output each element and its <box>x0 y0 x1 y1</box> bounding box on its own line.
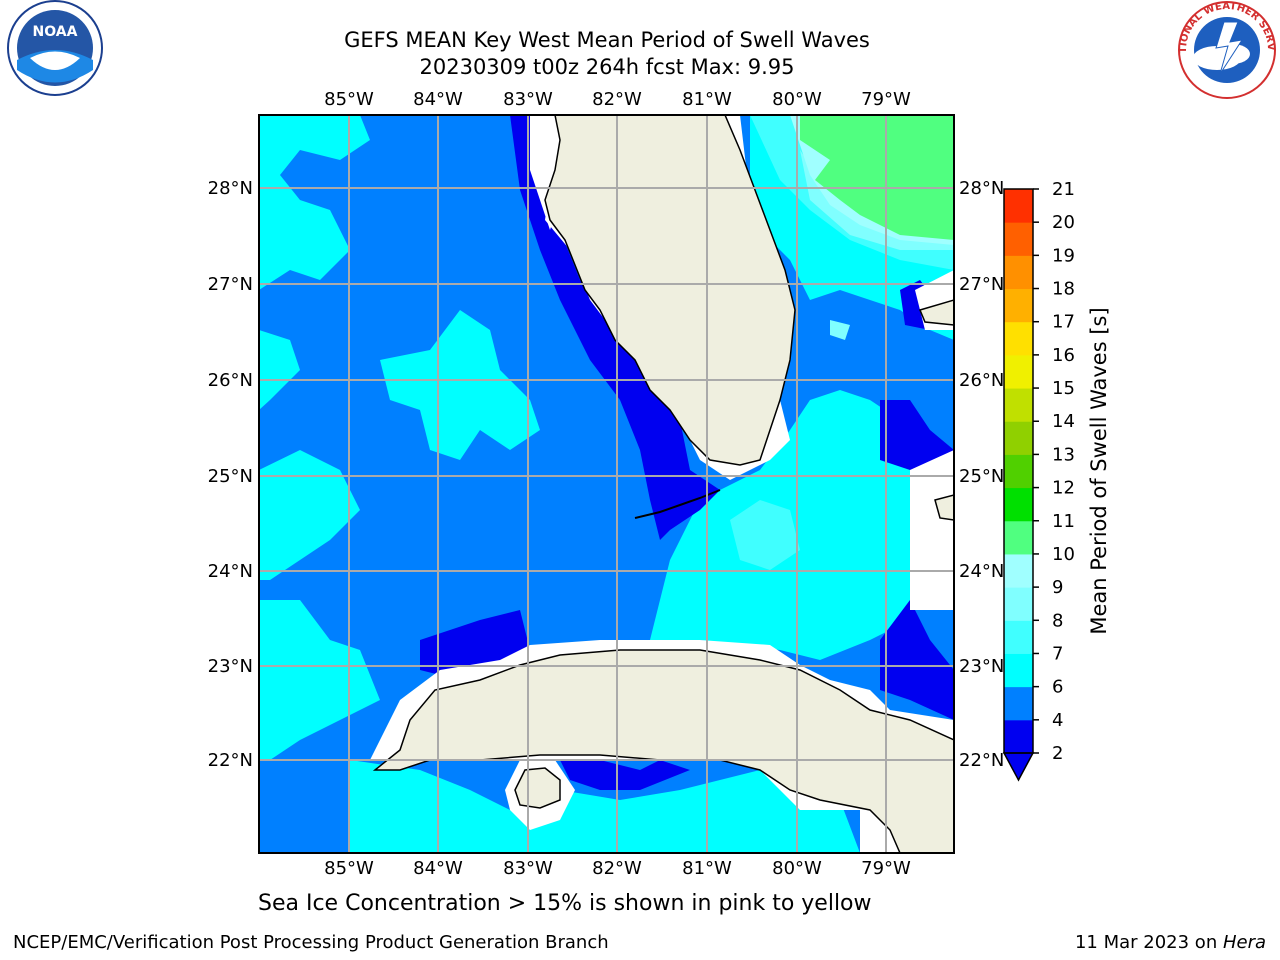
colorbar-tick-label: 19 <box>1052 245 1075 266</box>
lon-label-top: 80°W <box>772 89 822 110</box>
field-0-2-southeast <box>880 400 954 470</box>
colorbar-segment <box>1004 487 1033 522</box>
lat-label-right: 25°N <box>959 466 1004 487</box>
andros-land <box>934 494 954 521</box>
field-4-6-south-west-lower <box>259 600 380 760</box>
footer-credit: NCEP/EMC/Verification Post Processing Pr… <box>13 932 609 953</box>
colorbar-tick-label: 9 <box>1052 577 1063 598</box>
lon-label-top: 82°W <box>592 89 642 110</box>
nws-logo: NATIONAL WEATHER SERVICE <box>1172 0 1276 99</box>
colorbar-tick-label: 21 <box>1052 179 1075 200</box>
lat-label-left: 24°N <box>208 561 253 582</box>
colorbar-segment <box>1004 620 1033 654</box>
florida-land <box>544 115 796 466</box>
colorbar-tick-label: 8 <box>1052 610 1063 631</box>
colorbar-tick-label: 7 <box>1052 643 1063 664</box>
lon-label-top: 81°W <box>682 89 732 110</box>
colorbar-extend-triangle <box>1002 752 1035 782</box>
colorbar-label: Mean Period of Swell Waves [s] <box>1087 307 1111 634</box>
colorbar-segment <box>1004 255 1033 290</box>
lon-label-bottom: 80°W <box>772 858 822 879</box>
colorbar-tick-label: 11 <box>1052 511 1075 532</box>
colorbar-segment <box>1004 454 1033 489</box>
lat-label-left: 22°N <box>208 750 253 771</box>
colorbar-tick-label: 15 <box>1052 378 1075 399</box>
lat-label-right: 26°N <box>959 370 1004 391</box>
footer-date: 11 Mar 2023 on Hera <box>1075 932 1266 953</box>
lat-label-left: 26°N <box>208 370 253 391</box>
colorbar-segment <box>1004 520 1033 555</box>
colorbar-tick-label: 20 <box>1052 212 1075 233</box>
sea-ice-note: Sea Ice Concentration > 15% is shown in … <box>258 891 872 916</box>
nodata-east-islands <box>910 450 954 610</box>
colorbar-tick-label: 6 <box>1052 677 1063 698</box>
colorbar-tick-label: 4 <box>1052 710 1063 731</box>
lat-label-left: 28°N <box>208 178 253 199</box>
lon-label-top: 84°W <box>413 89 463 110</box>
field-6-7-east <box>730 500 800 570</box>
contour-fields <box>259 115 954 853</box>
colorbar-segment <box>1004 686 1033 721</box>
colorbar-segment <box>1004 189 1033 223</box>
lat-label-right: 22°N <box>959 750 1004 771</box>
colorbar-segment <box>1004 354 1033 389</box>
bahamas-land <box>918 299 954 326</box>
colorbar: 2 4 6 7 8 9 10 11 12 13 14 15 16 17 18 19 20 21 <box>1002 179 1075 782</box>
colorbar-segment <box>1004 288 1033 323</box>
colorbar-frame <box>1003 188 1034 754</box>
lat-label-left: 23°N <box>208 656 253 677</box>
colorbar-segment <box>1004 388 1033 422</box>
colorbar-tick-label: 10 <box>1052 544 1075 565</box>
field-4-6-northwest <box>259 115 370 290</box>
lon-label-bottom: 79°W <box>861 858 911 879</box>
colorbar-tick-label: 13 <box>1052 444 1075 465</box>
lon-label-bottom: 83°W <box>503 858 553 879</box>
colorbar-segment <box>1004 553 1033 588</box>
lon-label-bottom: 84°W <box>413 858 463 879</box>
lat-label-left: 25°N <box>208 466 253 487</box>
noaa-logo-text: NOAA <box>33 24 78 40</box>
colorbar-tick-label: 16 <box>1052 345 1075 366</box>
lat-label-right: 27°N <box>959 274 1004 295</box>
map-frame <box>258 114 955 854</box>
colorbar-segment <box>1004 653 1033 688</box>
colorbar-segment <box>1004 587 1033 621</box>
lon-label-top: 83°W <box>503 89 553 110</box>
lon-label-bottom: 85°W <box>324 858 374 879</box>
chart-subtitle: 20230309 t00z 264h fcst Max: 9.95 <box>419 55 795 79</box>
colorbar-tick-label: 14 <box>1052 411 1075 432</box>
colorbar-tick-label: 17 <box>1052 312 1075 333</box>
chart-title: GEFS MEAN Key West Mean Period of Swell … <box>344 28 870 52</box>
lon-label-top: 85°W <box>324 89 374 110</box>
colorbar-segment <box>1004 321 1033 356</box>
field-7-8-east-pocket <box>830 320 850 340</box>
field-4-6-southwest <box>259 450 360 580</box>
field-4-6-south <box>350 760 860 853</box>
noaa-logo: NOAA <box>7 0 103 96</box>
field-0-2-east <box>880 600 954 720</box>
colorbar-segment <box>1004 719 1033 754</box>
lon-label-bottom: 81°W <box>682 858 732 879</box>
lat-label-right: 28°N <box>959 178 1004 199</box>
footer-host: Hera <box>1222 932 1266 953</box>
lat-label-right: 23°N <box>959 656 1004 677</box>
cuba-land <box>372 649 954 853</box>
colorbar-tick-label: 2 <box>1052 743 1063 764</box>
colorbar-tick-label: 12 <box>1052 478 1075 499</box>
lat-label-left: 27°N <box>208 274 253 295</box>
colorbar-tick-label: 18 <box>1052 279 1075 300</box>
lon-label-top: 79°W <box>861 89 911 110</box>
graticule <box>259 115 954 853</box>
field-9-10-northeast <box>800 115 954 240</box>
field-4-6-west <box>259 330 300 410</box>
field-4-6-center <box>380 310 540 460</box>
lat-label-right: 24°N <box>959 561 1004 582</box>
colorbar-segment <box>1004 222 1033 256</box>
footer-date-text: 11 Mar 2023 on <box>1074 932 1223 953</box>
lon-label-bottom: 82°W <box>592 858 642 879</box>
field-0-2-cuba-south <box>560 760 690 790</box>
colorbar-segment <box>1004 421 1033 455</box>
